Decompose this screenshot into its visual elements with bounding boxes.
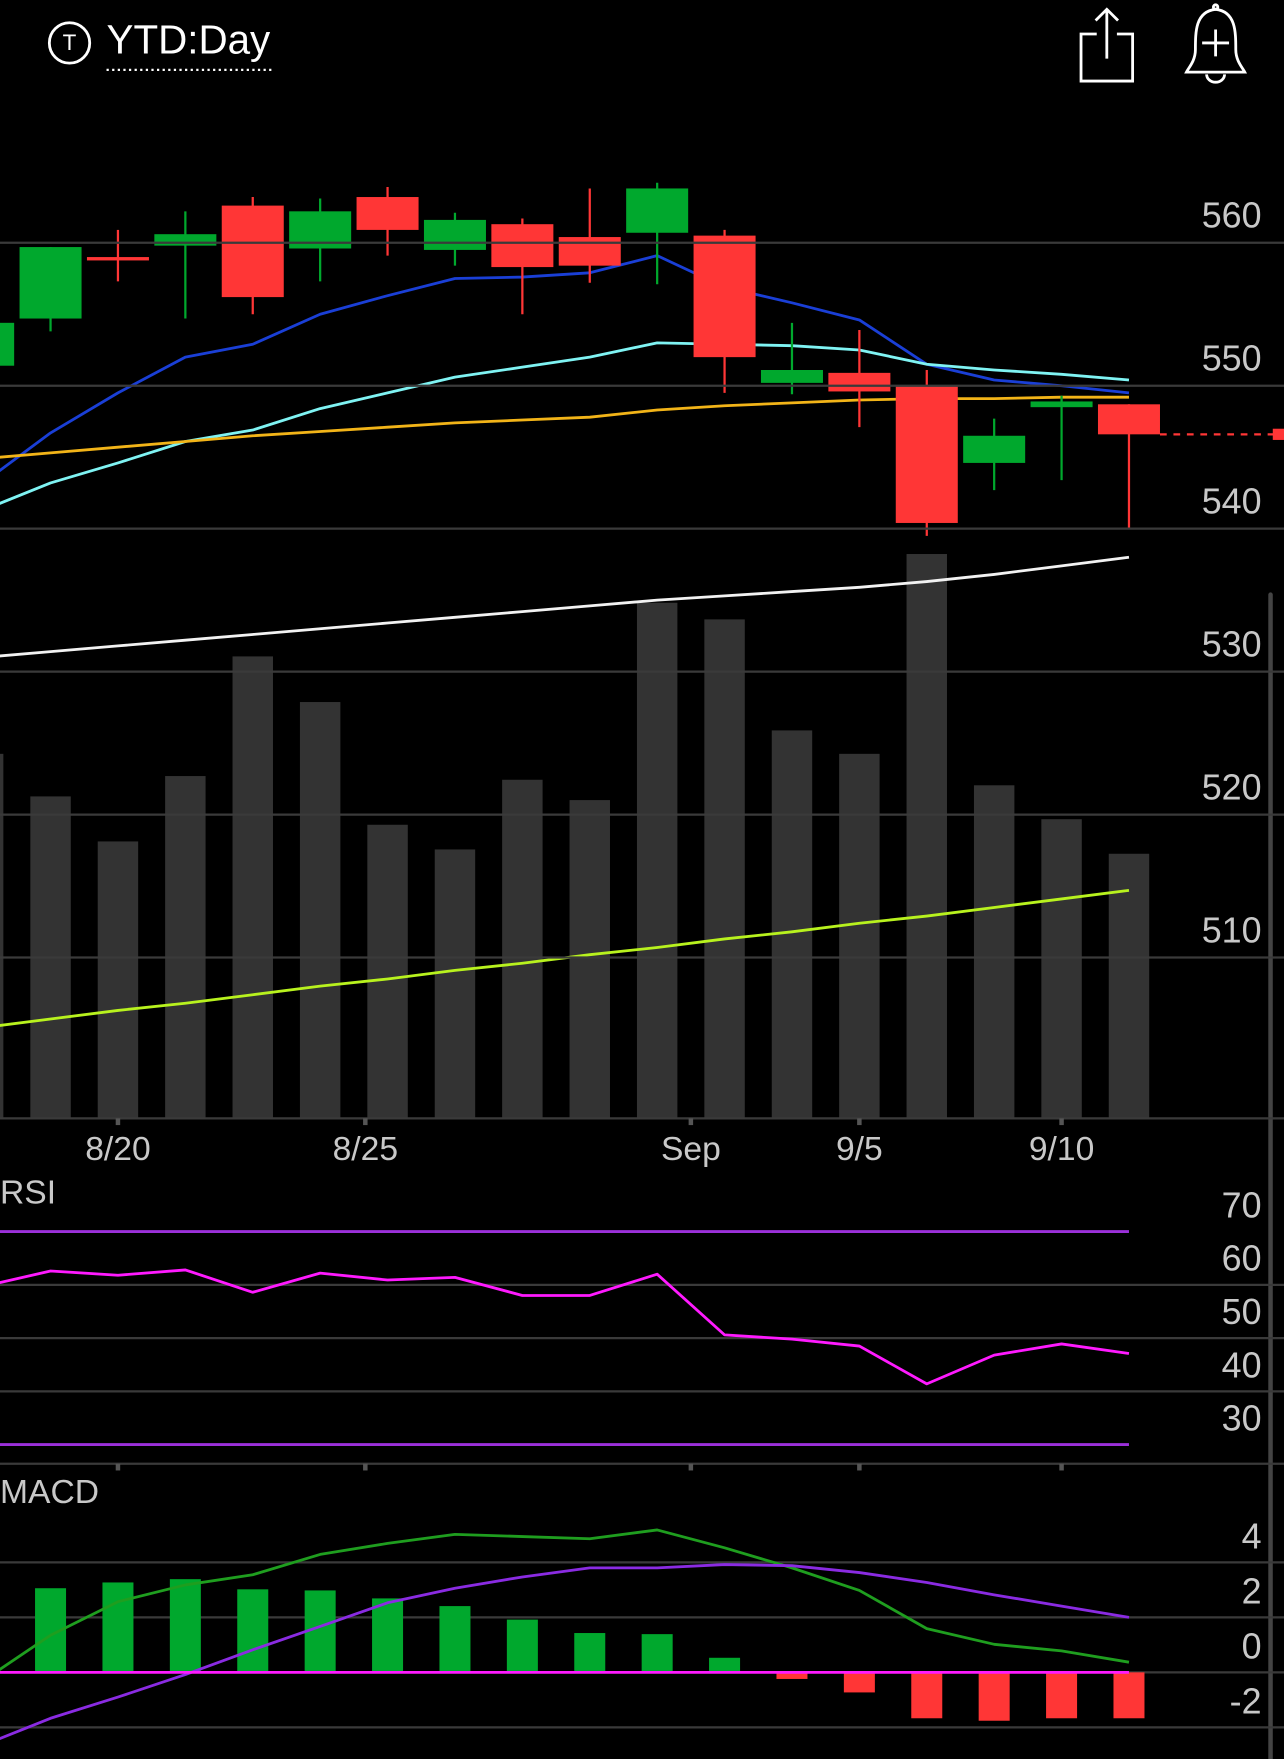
candle-body bbox=[963, 435, 1026, 463]
badge[interactable]: T bbox=[63, 30, 77, 55]
volume-bar bbox=[0, 753, 4, 1119]
candle-body bbox=[154, 234, 217, 246]
y-tick-label: 550 bbox=[1202, 339, 1262, 379]
x-tick-label: 9/5 bbox=[836, 1131, 883, 1168]
histogram-bar bbox=[776, 1672, 808, 1679]
volume-bar bbox=[1041, 819, 1082, 1119]
y-tick-label: 530 bbox=[1202, 624, 1262, 664]
y-tick-label: 540 bbox=[1202, 481, 1262, 521]
candle-body bbox=[1097, 404, 1160, 435]
y-tick-label: 560 bbox=[1202, 196, 1262, 236]
rsi-pane bbox=[0, 1268, 1130, 1386]
volume-bar bbox=[704, 619, 745, 1119]
volume-bar bbox=[367, 824, 408, 1119]
candle-body bbox=[1030, 401, 1093, 408]
candle-body bbox=[356, 197, 419, 230]
histogram-bar bbox=[372, 1598, 404, 1673]
histogram-bar bbox=[169, 1579, 201, 1673]
volume-bar bbox=[165, 776, 206, 1119]
histogram-bar bbox=[1046, 1672, 1078, 1719]
macd-line bbox=[0, 1563, 1130, 1740]
volume-bar bbox=[906, 554, 947, 1119]
candle-body bbox=[0, 322, 15, 366]
candle-body bbox=[828, 372, 891, 392]
share-icon[interactable] bbox=[1079, 7, 1135, 83]
moving-average bbox=[0, 555, 1130, 658]
volume-bar bbox=[232, 656, 273, 1119]
pane-title: RSI bbox=[0, 1175, 56, 1212]
x-tick-label: Sep bbox=[661, 1131, 721, 1168]
volume-bar bbox=[569, 800, 610, 1119]
volume-bar bbox=[299, 702, 341, 1119]
histogram-bar bbox=[709, 1657, 741, 1673]
y-tick-label: 520 bbox=[1202, 767, 1262, 807]
alert-icon[interactable] bbox=[1184, 3, 1248, 84]
y-tick-label: 70 bbox=[1222, 1186, 1262, 1226]
candle-body bbox=[86, 257, 149, 261]
x-tick-label: 9/10 bbox=[1029, 1131, 1094, 1168]
candle-body bbox=[558, 237, 621, 266]
macd-pane bbox=[0, 1528, 1145, 1740]
period-title[interactable]: YTD:Day bbox=[107, 17, 272, 63]
y-tick-label: 0 bbox=[1242, 1626, 1262, 1666]
pane-title: MACD bbox=[0, 1474, 99, 1511]
y-tick-label: 60 bbox=[1222, 1239, 1262, 1279]
histogram-bar bbox=[843, 1672, 875, 1693]
header: T YTD:Day bbox=[47, 3, 1248, 84]
candle-body bbox=[423, 219, 486, 250]
badge-circle[interactable] bbox=[47, 21, 92, 65]
histogram-bar bbox=[978, 1672, 1010, 1721]
candle-body bbox=[491, 224, 554, 268]
y-tick-label: 50 bbox=[1222, 1292, 1262, 1332]
volume-bar bbox=[636, 602, 678, 1119]
rsi-line bbox=[0, 1268, 1130, 1386]
histogram-bar bbox=[237, 1589, 269, 1673]
y-tick-label: 40 bbox=[1222, 1345, 1262, 1385]
y-tick-label: 30 bbox=[1222, 1399, 1262, 1439]
x-tick-label: 8/20 bbox=[85, 1131, 150, 1168]
volume-bar bbox=[771, 730, 813, 1119]
candle-body bbox=[19, 247, 82, 319]
volume-bar bbox=[502, 779, 543, 1119]
histogram-bar bbox=[439, 1606, 471, 1673]
volume-bar bbox=[434, 849, 476, 1119]
volume-bar bbox=[839, 753, 880, 1119]
candle-body bbox=[693, 235, 756, 358]
y-tick-label: 2 bbox=[1242, 1571, 1262, 1611]
macd-line bbox=[0, 1528, 1130, 1671]
histogram-bar bbox=[1113, 1672, 1145, 1719]
y-tick-label: 4 bbox=[1242, 1516, 1262, 1556]
moving-average bbox=[0, 888, 1130, 1027]
candle-body bbox=[626, 188, 689, 233]
moving-average bbox=[0, 341, 1130, 505]
y-tick-label: -2 bbox=[1230, 1681, 1262, 1721]
candle-body bbox=[221, 205, 284, 298]
moving-average bbox=[0, 254, 1130, 473]
y-tick-label: 510 bbox=[1202, 910, 1262, 950]
price-pane bbox=[0, 182, 1160, 1119]
volume-bar bbox=[973, 785, 1015, 1119]
moving-average bbox=[0, 395, 1129, 459]
x-tick-label: 8/25 bbox=[333, 1131, 398, 1168]
histogram-bar bbox=[911, 1672, 943, 1719]
last-price-marker bbox=[1272, 428, 1284, 440]
histogram-bar bbox=[574, 1633, 606, 1673]
candle-body bbox=[760, 370, 823, 383]
histogram-bar bbox=[641, 1634, 673, 1673]
histogram-bar bbox=[102, 1582, 134, 1673]
volume-bar bbox=[1108, 853, 1150, 1119]
candle-body bbox=[895, 385, 958, 523]
histogram-bar bbox=[506, 1619, 538, 1673]
volume-bar bbox=[97, 841, 139, 1119]
